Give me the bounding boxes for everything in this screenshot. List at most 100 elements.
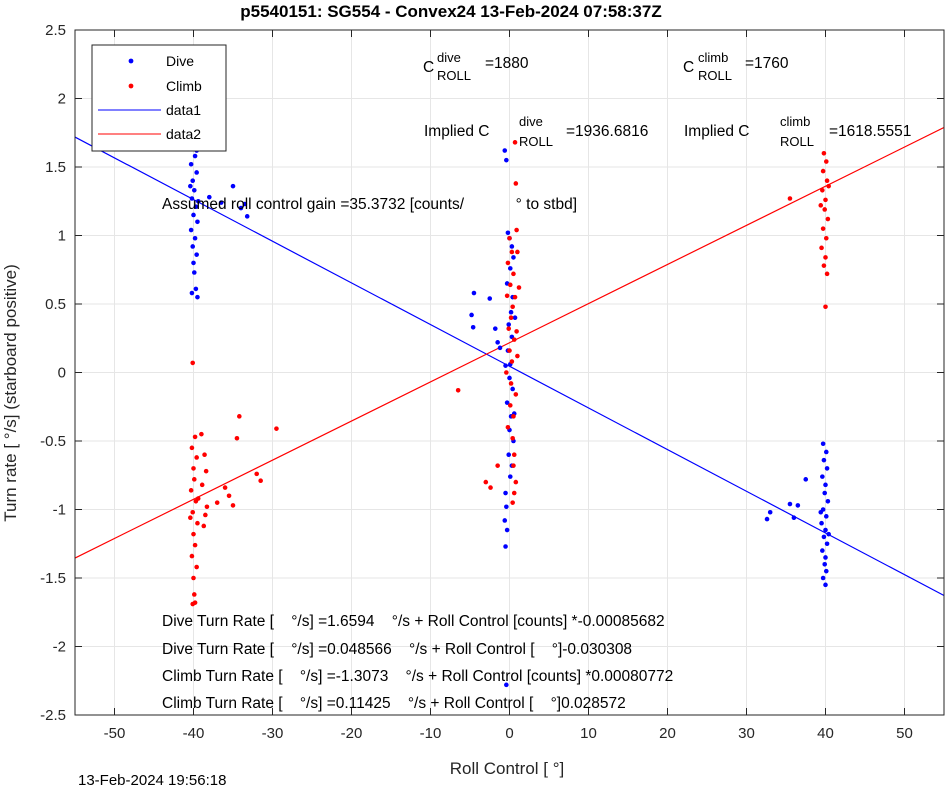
point-climb [511,463,516,468]
c-climb-base: C [683,59,694,76]
point-dive [764,516,770,522]
point-climb [511,490,517,496]
x-tick-label: 30 [738,725,755,742]
point-dive [819,520,824,526]
point-dive [508,309,514,315]
annotation-c-dive: C dive ROLL =1880 [423,50,529,83]
x-tick-label: 40 [817,725,834,742]
point-dive [821,457,827,463]
point-dive [826,531,831,537]
c-dive-value: =1880 [485,55,529,72]
c-climb-sup: climb [698,50,728,65]
legend-climb-label: Climb [166,78,202,94]
point-dive [188,161,194,167]
point-dive [471,290,477,296]
point-dive [193,204,199,210]
y-tick-label: -2 [53,639,66,656]
point-climb [237,414,242,419]
point-dive [803,477,809,482]
point-dive [791,515,797,521]
point-dive [824,541,830,547]
point-climb [188,515,193,521]
point-climb [194,455,199,460]
plot-frame [74,29,945,716]
point-dive [495,340,500,345]
point-dive [218,200,224,205]
chart-title: p5540151: SG554 - Convex24 13-Feb-2024 0… [240,2,661,21]
climb-equation-degrees: Climb Turn Rate [ °/s] =0.11425 °/s + Ro… [162,695,626,712]
point-climb [823,255,828,260]
implied-climb-sup: climb [780,114,810,129]
point-climb [199,431,204,437]
point-dive [504,400,510,405]
point-climb [226,493,232,499]
point-climb [201,523,207,529]
point-climb [823,304,828,310]
point-climb [822,207,828,212]
point-dive [767,509,773,515]
point-climb [254,471,259,477]
timestamp-footer: 13-Feb-2024 19:56:18 [78,772,227,789]
point-dive [194,252,199,257]
c-climb-value: =1760 [745,55,789,72]
implied-dive-base: Implied C [424,123,489,140]
point-climb [202,452,207,458]
point-climb [507,282,513,288]
point-climb [192,542,198,548]
gain-annotation: Assumed roll control gain =35.3732 [coun… [162,196,577,213]
point-climb [511,414,516,419]
point-climb [821,263,827,268]
point-dive [820,474,825,479]
point-dive [195,294,200,300]
point-dive [511,255,516,260]
point-climb [512,294,518,300]
point-dive [189,290,195,296]
point-dive [512,315,518,321]
point-dive [190,244,196,249]
point-dive [822,490,828,496]
point-climb [509,249,515,255]
point-dive [191,260,196,266]
point-dive [821,534,827,540]
annotation-implied-climb: Implied C climb ROLL =1618.5551 [684,114,911,149]
point-climb [512,140,518,145]
point-dive [509,244,515,249]
point-dive [191,187,197,193]
y-tick-label: 1.5 [45,159,66,176]
point-dive [823,582,828,588]
point-dive [823,555,828,560]
point-dive [502,518,508,523]
point-climb [234,435,240,441]
fit-line-data2 [74,126,945,559]
point-climb [258,478,263,484]
c-climb-sub: ROLL [698,68,732,83]
y-tick-label: 0.5 [45,296,66,313]
point-dive [207,194,212,200]
y-tick-label: -2.5 [40,707,66,724]
point-dive [238,205,244,211]
point-climb [191,575,196,581]
y-tick-label: -1 [53,502,66,519]
point-climb [192,434,198,440]
point-climb [195,496,201,501]
legend-data2-label: data2 [166,126,201,142]
point-dive [504,682,509,688]
point-climb [189,445,195,451]
dive-equation-counts: Dive Turn Rate [ °/s] =1.6594 °/s + Roll… [162,613,665,630]
point-climb [515,353,520,359]
point-dive [507,474,513,479]
c-dive-sub: ROLL [437,68,471,83]
point-climb [203,512,208,518]
point-dive [487,296,493,301]
point-dive [230,183,236,189]
x-tick-label: -20 [341,725,363,742]
point-dive [504,157,509,163]
point-climb [820,226,826,231]
legend-data1-label: data1 [166,102,201,118]
point-dive [823,449,829,455]
point-dive [507,375,512,381]
point-climb [515,249,520,255]
point-climb [823,159,829,164]
legend: Dive Climb data1 data2 [91,44,227,152]
point-climb [190,601,196,607]
